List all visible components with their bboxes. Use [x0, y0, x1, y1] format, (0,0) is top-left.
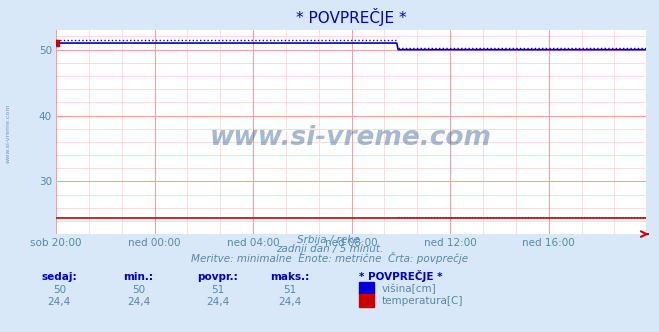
- Text: 24,4: 24,4: [127, 297, 150, 307]
- Text: 51: 51: [211, 285, 224, 295]
- Text: min.:: min.:: [123, 272, 154, 282]
- Text: povpr.:: povpr.:: [197, 272, 238, 282]
- Text: 50: 50: [53, 285, 66, 295]
- Text: 24,4: 24,4: [47, 297, 71, 307]
- Text: maks.:: maks.:: [270, 272, 310, 282]
- Text: www.si-vreme.com: www.si-vreme.com: [5, 103, 11, 163]
- Text: zadnji dan / 5 minut.: zadnji dan / 5 minut.: [276, 244, 383, 254]
- Title: * POVPREČJE *: * POVPREČJE *: [296, 8, 406, 26]
- Text: višina[cm]: višina[cm]: [382, 284, 436, 294]
- Text: Srbija / reke.: Srbija / reke.: [297, 235, 362, 245]
- Text: * POVPREČJE *: * POVPREČJE *: [359, 270, 443, 282]
- Text: 24,4: 24,4: [206, 297, 229, 307]
- Text: 50: 50: [132, 285, 145, 295]
- Text: 24,4: 24,4: [278, 297, 302, 307]
- Text: sedaj:: sedaj:: [42, 272, 77, 282]
- Text: www.si-vreme.com: www.si-vreme.com: [210, 125, 492, 151]
- Text: 51: 51: [283, 285, 297, 295]
- Text: temperatura[C]: temperatura[C]: [382, 296, 463, 306]
- Text: Meritve: minimalne  Enote: metrične  Črta: povprečje: Meritve: minimalne Enote: metrične Črta:…: [191, 252, 468, 264]
